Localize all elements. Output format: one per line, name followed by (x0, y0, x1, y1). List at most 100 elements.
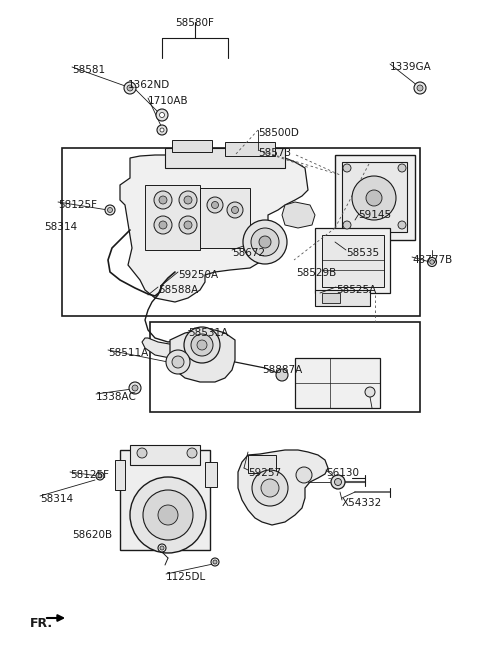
Bar (120, 450, 210, 550)
Circle shape (331, 475, 345, 489)
Circle shape (108, 208, 112, 212)
Text: 1710AB: 1710AB (148, 96, 189, 106)
Text: 58588A: 58588A (158, 285, 198, 295)
Circle shape (398, 221, 406, 229)
Bar (315, 290, 370, 306)
Text: FR.: FR. (30, 617, 53, 630)
Circle shape (184, 221, 192, 229)
Bar (150, 322, 420, 412)
Circle shape (398, 164, 406, 172)
Circle shape (414, 82, 426, 94)
Circle shape (124, 82, 136, 94)
Text: 1362ND: 1362ND (128, 80, 170, 90)
Polygon shape (238, 450, 328, 525)
Polygon shape (142, 338, 182, 358)
Circle shape (213, 560, 217, 564)
Bar (248, 455, 276, 473)
Circle shape (137, 448, 147, 458)
Bar (295, 358, 380, 408)
Circle shape (197, 340, 207, 350)
Text: 58314: 58314 (40, 494, 73, 504)
Circle shape (343, 164, 351, 172)
Text: 1125DL: 1125DL (166, 572, 206, 582)
Circle shape (428, 258, 436, 266)
Bar (130, 445, 200, 465)
Text: 58525A: 58525A (336, 285, 376, 295)
Circle shape (143, 490, 193, 540)
Text: 43777B: 43777B (412, 255, 452, 265)
Text: 1338AC: 1338AC (96, 392, 137, 402)
Circle shape (159, 113, 165, 117)
Circle shape (179, 216, 197, 234)
Text: 58125F: 58125F (58, 200, 97, 210)
Text: 58529B: 58529B (296, 268, 336, 278)
Circle shape (252, 470, 288, 506)
Bar (62, 148, 420, 316)
Text: 58672: 58672 (232, 248, 265, 258)
Bar (322, 235, 384, 287)
Circle shape (276, 369, 288, 381)
Text: 59257: 59257 (248, 468, 281, 478)
Bar (115, 460, 125, 490)
Circle shape (98, 474, 102, 478)
Circle shape (154, 191, 172, 209)
Circle shape (184, 196, 192, 204)
Text: 58535: 58535 (346, 248, 379, 258)
Circle shape (243, 220, 287, 264)
Circle shape (261, 479, 279, 497)
Circle shape (166, 350, 190, 374)
Bar (172, 140, 212, 152)
Circle shape (207, 197, 223, 213)
Circle shape (130, 477, 206, 553)
Text: 58511A: 58511A (108, 348, 148, 358)
Circle shape (132, 385, 138, 391)
Circle shape (191, 334, 213, 356)
Text: 58580F: 58580F (176, 18, 215, 28)
Circle shape (105, 205, 115, 215)
Circle shape (160, 546, 164, 550)
Circle shape (365, 387, 375, 397)
Circle shape (157, 125, 167, 135)
Text: 58500D: 58500D (258, 128, 299, 138)
Circle shape (259, 236, 271, 248)
Bar (342, 162, 407, 232)
Circle shape (127, 85, 133, 91)
Circle shape (159, 196, 167, 204)
Bar (225, 142, 275, 156)
Circle shape (366, 190, 382, 206)
Bar (165, 148, 285, 168)
Polygon shape (282, 202, 315, 228)
Circle shape (159, 221, 167, 229)
Circle shape (96, 472, 104, 480)
Circle shape (417, 85, 423, 91)
Circle shape (430, 260, 434, 264)
Text: 58314: 58314 (44, 222, 77, 232)
Circle shape (187, 448, 197, 458)
Circle shape (158, 544, 166, 552)
Bar (315, 228, 390, 293)
Circle shape (129, 382, 141, 394)
Text: 59250A: 59250A (178, 270, 218, 280)
Text: 58620B: 58620B (72, 530, 112, 540)
Text: 58125F: 58125F (70, 470, 109, 480)
Text: 56130: 56130 (326, 468, 359, 478)
Circle shape (212, 202, 218, 208)
Circle shape (154, 216, 172, 234)
Text: 58531A: 58531A (188, 328, 228, 338)
Circle shape (160, 128, 164, 132)
Circle shape (352, 176, 396, 220)
Text: 58581: 58581 (72, 65, 105, 75)
Circle shape (156, 109, 168, 121)
Circle shape (172, 356, 184, 368)
Circle shape (179, 191, 197, 209)
Circle shape (227, 202, 243, 218)
Circle shape (335, 478, 341, 486)
Circle shape (211, 558, 219, 566)
Bar (205, 462, 217, 487)
Bar (322, 293, 340, 303)
Text: 58887A: 58887A (262, 365, 302, 375)
Text: X54332: X54332 (342, 498, 382, 508)
Circle shape (158, 505, 178, 525)
Text: 59145: 59145 (358, 210, 391, 220)
Bar (335, 155, 415, 240)
